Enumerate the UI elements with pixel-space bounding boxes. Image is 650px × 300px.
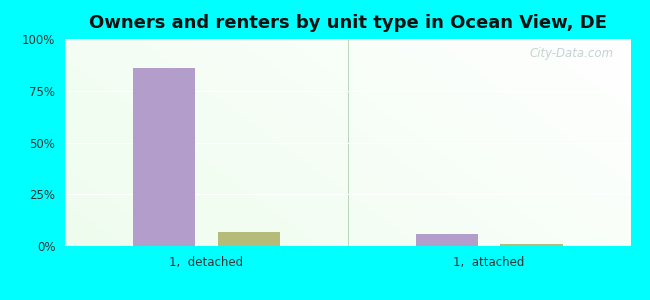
Bar [500, 244, 563, 246]
Bar [415, 234, 478, 246]
Bar [133, 68, 195, 246]
Text: City-Data.com: City-Data.com [529, 47, 614, 60]
Bar [218, 232, 280, 246]
Title: Owners and renters by unit type in Ocean View, DE: Owners and renters by unit type in Ocean… [89, 14, 606, 32]
